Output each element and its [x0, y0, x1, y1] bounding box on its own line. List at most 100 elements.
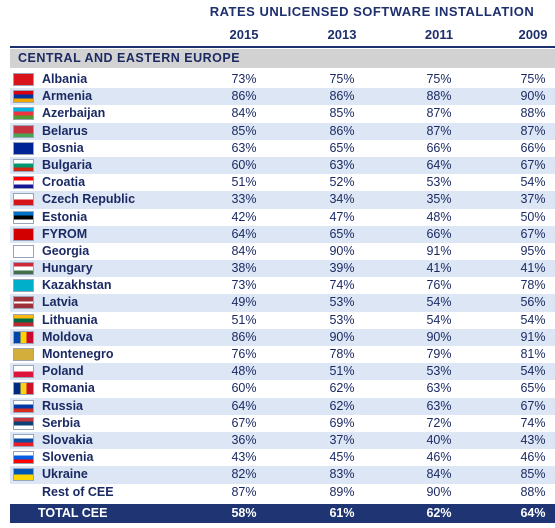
country-name: Azerbaijan [42, 106, 106, 121]
flag-icon [13, 210, 34, 224]
flag-icon [13, 73, 34, 86]
rate-cell-2013: 86% [329, 123, 355, 138]
table-row: Latvia 49% 53% 54% 56% [10, 294, 555, 312]
flag-icon [13, 468, 34, 482]
flag-icon [13, 416, 34, 430]
rate-cell-2013: 78% [329, 347, 355, 361]
rate-cell-2009: 56% [520, 295, 546, 310]
rate-cell-2015: 49% [231, 295, 257, 310]
rate-cell-2009: 88% [520, 106, 546, 121]
rate-cell-2009: 75% [520, 72, 546, 86]
rate-cell-2009: 74% [520, 415, 546, 430]
rate-cell-2011: 66% [426, 226, 452, 241]
rate-cell-2015: 86% [231, 89, 257, 104]
country-name: Slovakia [42, 432, 93, 447]
rate-cell-2013: 74% [329, 278, 355, 293]
table-row: Kazakhstan 73% 74% 76% 78% [10, 277, 555, 294]
rate-cell-2013: 89% [329, 484, 355, 499]
rate-cell-2009: 50% [520, 209, 546, 224]
rate-cell-2011: 88% [426, 89, 452, 104]
country-name: Montenegro [42, 347, 114, 361]
country-name: Lithuania [42, 312, 98, 327]
rate-cell-2015: 64% [231, 226, 257, 241]
rate-cell-2009: 90% [520, 89, 546, 104]
rate-cell-2013: 65% [329, 140, 355, 155]
country-name: Rest of CEE [42, 484, 114, 499]
rate-cell-2015: 63% [231, 140, 257, 155]
rate-cell-2015: 76% [231, 347, 257, 361]
country-name: Slovenia [42, 450, 94, 465]
rate-cell-2011: 90% [426, 329, 452, 344]
rate-cell-2011: 53% [426, 364, 452, 379]
table-row: Albania 73% 75% 75% 75% [10, 71, 555, 88]
table-row: Hungary 38% 39% 41% 41% [10, 260, 555, 278]
rate-cell-2009: 37% [520, 192, 546, 207]
country-name: Ukraine [42, 467, 88, 482]
table-row: Bosnia 63% 65% 66% 66% [10, 140, 555, 157]
table-row: Montenegro 76% 78% 79% 81% [10, 346, 555, 363]
flag-icon [13, 313, 34, 327]
flag-icon [13, 296, 34, 310]
table-super-title: RATES UNLICENSED SOFTWARE INSTALLATION [209, 4, 535, 19]
table-row: Slovenia 43% 45% 46% 46% [10, 449, 555, 466]
table-row: FYROM 64% 65% 66% 67% [10, 225, 555, 243]
rate-cell-2015: 73% [231, 278, 257, 293]
country-name: Bulgaria [42, 157, 93, 172]
rate-cell-2011: 66% [426, 140, 452, 155]
rate-cell-2009: 54% [520, 364, 546, 379]
table-row: Georgia 84% 90% 91% 95% [10, 243, 555, 260]
rate-cell-2011: 72% [426, 415, 452, 430]
rate-cell-2013: 47% [329, 209, 355, 224]
table-row: Belarus 85% 86% 87% 87% [10, 122, 555, 140]
flag-icon [13, 348, 34, 361]
country-name: Kazakhstan [42, 278, 112, 293]
flag-icon [13, 382, 34, 396]
year-header-2015: 2015 [229, 27, 259, 42]
rate-cell-2013: 85% [329, 106, 355, 121]
rate-cell-2009: 67% [520, 226, 546, 241]
rate-cell-2015: 42% [231, 209, 257, 224]
year-header-2013: 2013 [327, 27, 357, 42]
country-name: Bosnia [42, 140, 84, 155]
country-rows: Albania 73% 75% 75% 75% Armenia 86% 86% 88% 90% Az… [10, 71, 555, 501]
flag-icon [13, 262, 34, 276]
rate-cell-2011: 87% [426, 123, 452, 138]
table-row: Slovakia 36% 37% 40% 43% [10, 431, 555, 450]
flag-icon [13, 176, 34, 190]
rate-cell-2013: 52% [329, 175, 355, 190]
flag-icon [13, 124, 34, 138]
rate-cell-2009: 67% [520, 157, 546, 172]
rate-cell-2009: 78% [520, 278, 546, 293]
flag-icon [13, 330, 34, 344]
rate-cell-2015: 60% [231, 157, 257, 172]
rate-cell-2011: 54% [426, 312, 452, 327]
flag-icon [13, 451, 34, 465]
rate-cell-2011: 35% [426, 192, 452, 207]
flag-icon [13, 433, 34, 447]
flag-icon [13, 193, 34, 207]
table-row: Azerbaijan 84% 85% 87% 88% [10, 105, 555, 122]
country-name: Russia [42, 398, 83, 413]
rate-cell-2011: 46% [426, 450, 452, 465]
year-header-2011: 2011 [424, 27, 454, 42]
rate-cell-2015: 64% [231, 398, 257, 413]
country-name: Hungary [42, 261, 93, 276]
rate-cell-2009: 81% [520, 347, 546, 361]
rate-cell-2015: 33% [231, 192, 257, 207]
table-row: Poland 48% 51% 53% 54% [10, 363, 555, 381]
country-name: Serbia [42, 415, 81, 430]
country-name: Armenia [42, 89, 93, 104]
country-name: Czech Republic [42, 192, 136, 207]
rate-cell-2013: 37% [329, 432, 355, 447]
rate-cell-2015: 43% [231, 450, 257, 465]
rate-cell-2011: 40% [426, 432, 452, 447]
total-value-2009: 64% [520, 506, 546, 520]
country-name: Romania [42, 381, 95, 396]
rate-cell-2013: 63% [329, 157, 355, 172]
country-name: FYROM [42, 226, 88, 241]
rate-cell-2015: 48% [231, 364, 257, 379]
rate-cell-2015: 85% [231, 123, 257, 138]
table-row: Romania 60% 62% 63% 65% [10, 380, 555, 397]
region-header: CENTRAL AND EASTERN EUROPE [10, 49, 555, 68]
